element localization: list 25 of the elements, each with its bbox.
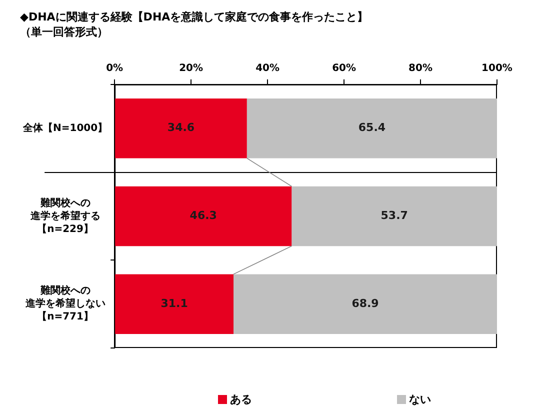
x-tick-label: 40% (256, 62, 280, 74)
chart-title: ◆DHAに関連する経験【DHAを意識して家庭での食事を作ったこと】 (20, 10, 368, 24)
data-label: 34.6 (167, 121, 195, 134)
x-tick-label: 20% (179, 62, 204, 74)
bar (292, 186, 497, 246)
data-label: 65.4 (358, 121, 386, 134)
data-label: 68.9 (352, 296, 379, 310)
y-tick-label: 難関校への進学を希望する【n=229】 (29, 196, 100, 235)
x-tick-label: 80% (408, 62, 432, 74)
legend-label: ない (409, 392, 431, 407)
bar (246, 98, 497, 158)
bar (115, 274, 234, 334)
bar (115, 186, 292, 246)
y-tick-label: 全体【N=1000】 (22, 122, 108, 134)
bar (115, 98, 247, 158)
y-tick-label: 難関校への進学を希望しない【n=771】 (24, 284, 106, 323)
chart-subtitle: （単一回答形式） (20, 26, 108, 39)
data-label: 31.1 (160, 296, 188, 310)
legend-label: ある (230, 392, 252, 407)
x-tick-label: 100% (482, 62, 512, 74)
data-label: 53.7 (380, 209, 408, 222)
data-label: 46.3 (190, 209, 217, 222)
x-tick-label: 0% (106, 62, 124, 74)
x-tick-label: 60% (332, 62, 356, 74)
bar (234, 274, 497, 334)
